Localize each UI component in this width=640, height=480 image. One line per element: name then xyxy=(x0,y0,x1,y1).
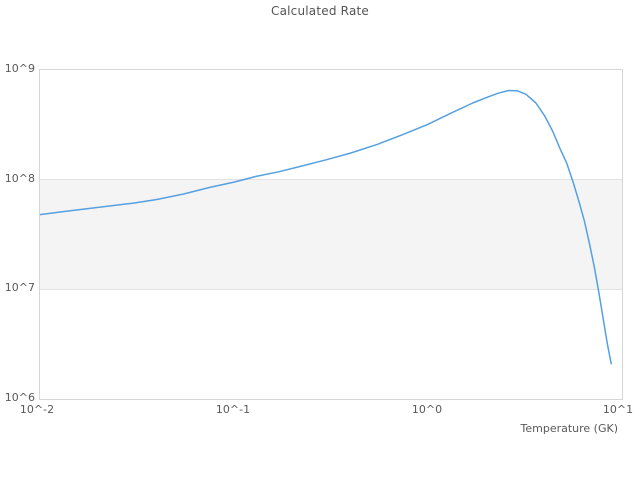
plot-area xyxy=(39,69,623,400)
x-tick-label-1e-1: 10^-1 xyxy=(215,403,251,416)
y-tick-label-1e9: 10^9 xyxy=(4,62,35,75)
y-tick-label-1e7: 10^7 xyxy=(4,281,35,294)
y-tick-label-1e6: 10^6 xyxy=(4,391,35,404)
decade-band xyxy=(40,179,622,290)
x-axis-title: Temperature (GK) xyxy=(520,422,619,435)
x-tick-label-1e1: 10^1 xyxy=(602,403,634,416)
rate-curve-path xyxy=(40,89,612,365)
chart-title: Calculated Rate xyxy=(271,4,369,18)
x-tick-label-1e0: 10^0 xyxy=(411,403,443,416)
y-tick-label-1e8: 10^8 xyxy=(4,172,35,185)
rate-curve xyxy=(40,89,612,365)
x-tick-label-1e-2: 10^-2 xyxy=(19,403,55,416)
